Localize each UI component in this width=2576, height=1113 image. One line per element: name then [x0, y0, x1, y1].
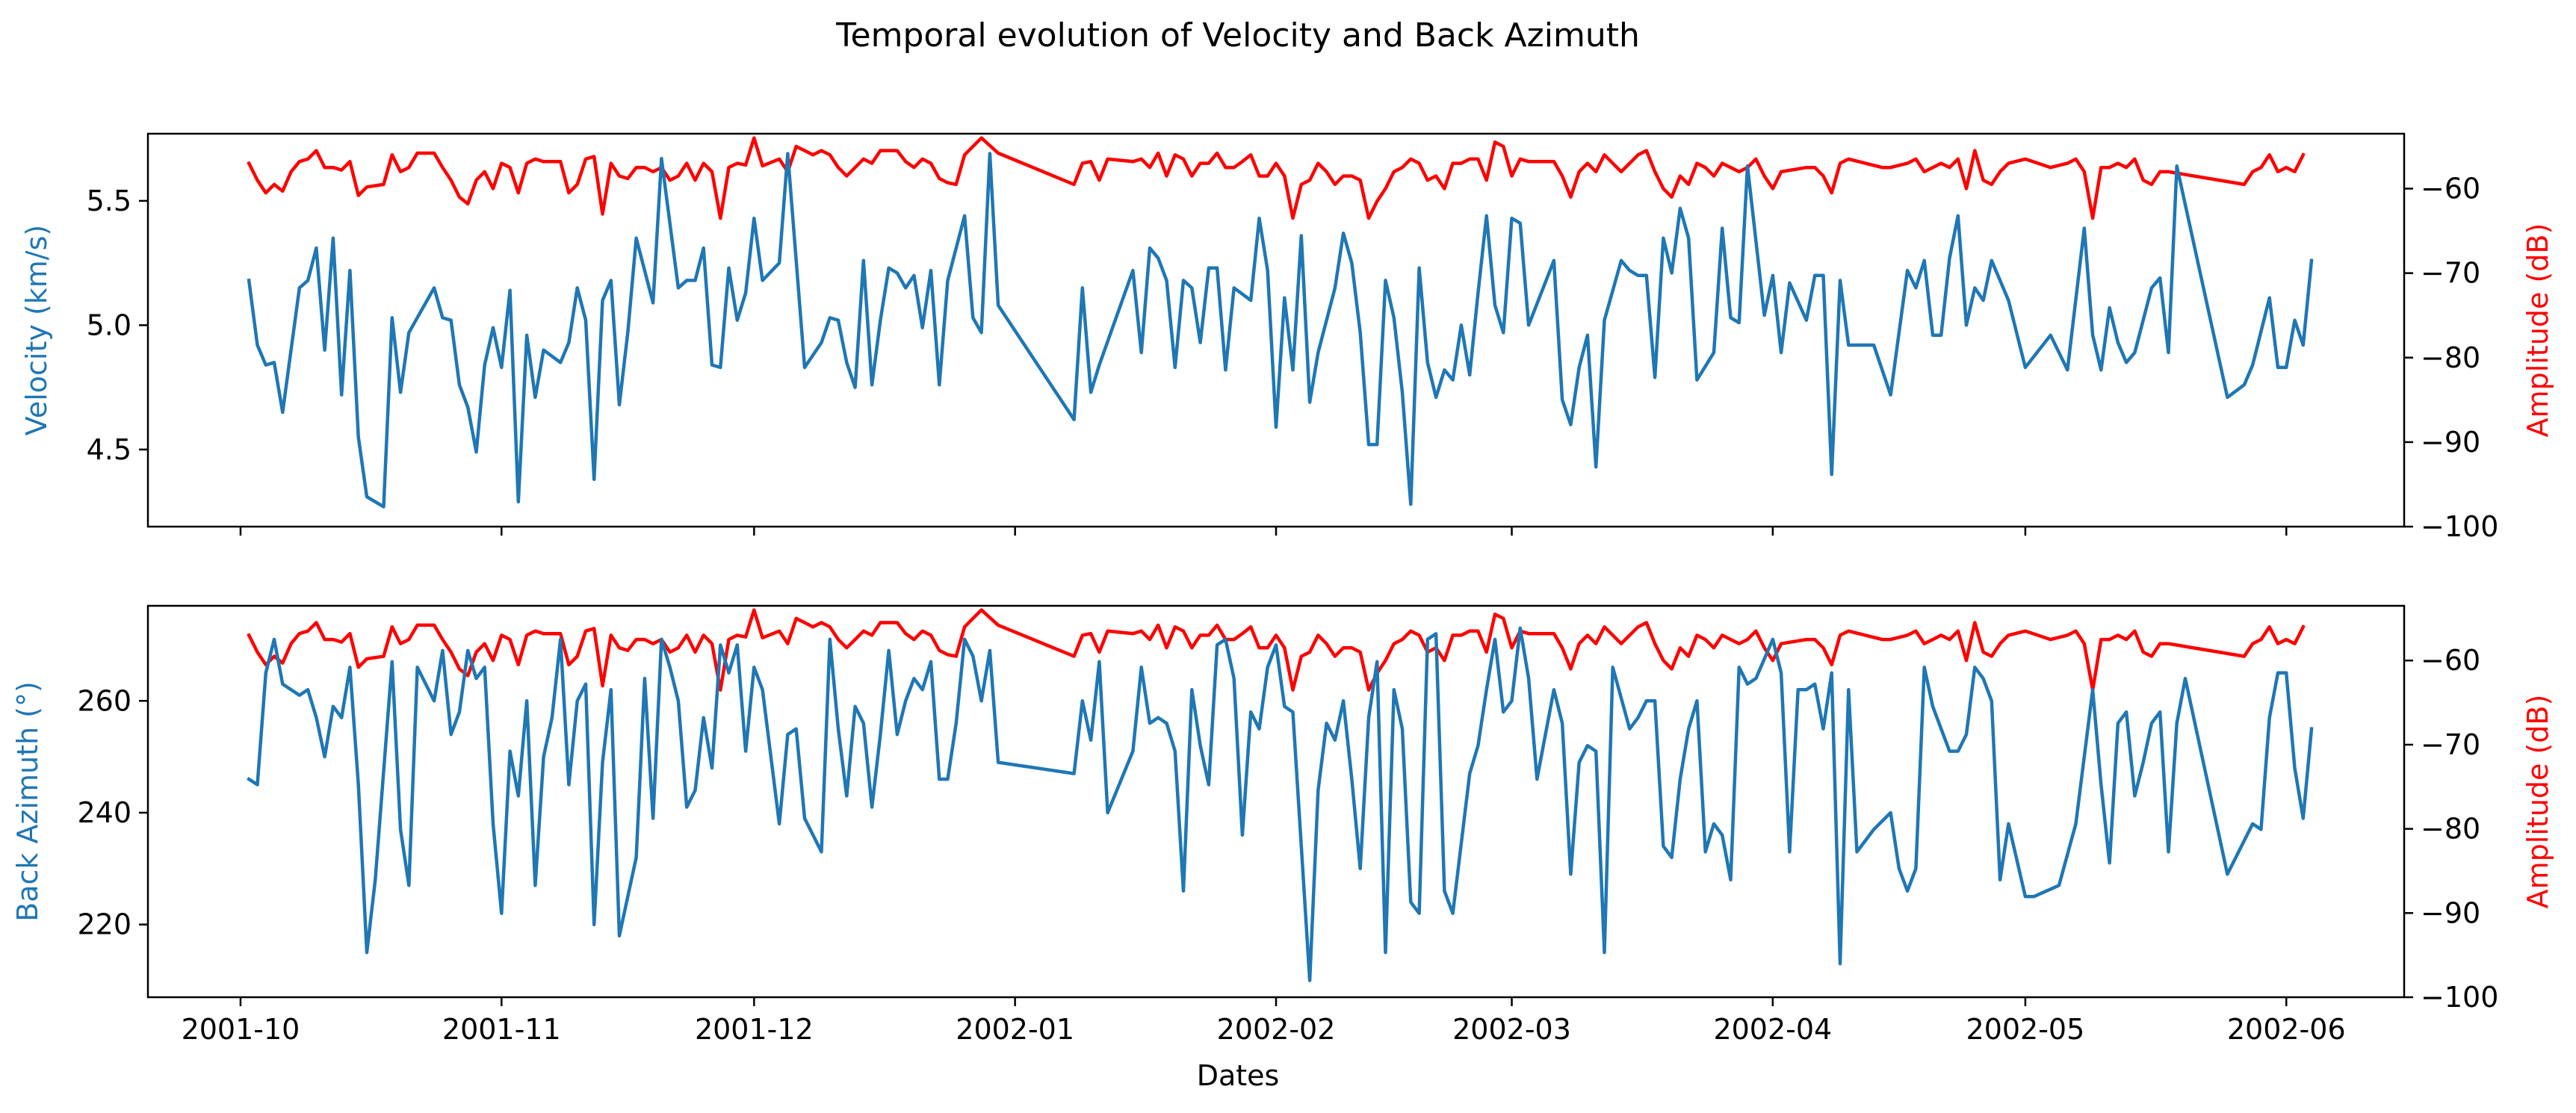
amplitude-series-line: [247, 136, 2306, 220]
y2-tick-label: −70: [2421, 257, 2480, 290]
plot-frame: [146, 132, 2406, 528]
y2-axis-label: Amplitude (dB): [2521, 223, 2554, 438]
x-tick-label: 2002-02: [1217, 1013, 1336, 1046]
chart-title: Temporal evolution of Velocity and Back …: [835, 16, 1640, 55]
y2-tick-label: −90: [2421, 896, 2480, 929]
panels: 4.5 5.0 5.5 −100 −90 −80 −70 −60 Velocity (km/s)…: [11, 132, 2554, 1046]
x-tick-label: 2001-12: [695, 1013, 814, 1046]
amplitude-series-line: [247, 608, 2306, 692]
y2-tick-label: −60: [2421, 644, 2480, 677]
x-tick-label: 2002-06: [2227, 1013, 2346, 1046]
x-tick-label: 2002-05: [1966, 1013, 2085, 1046]
y2-tick-label: −70: [2421, 728, 2480, 761]
plot-frame: [146, 604, 2406, 999]
x-axis-label: Dates: [1197, 1059, 1280, 1092]
y2-tick-label: −100: [2421, 981, 2498, 1014]
y-tick-label: 5.5: [87, 185, 131, 217]
y2-tick-label: −60: [2421, 173, 2480, 205]
panel-2: 220 240 260 −100 −90 −80 −70 −60 2001-10 2001-11 2…: [11, 604, 2554, 1046]
x-tick-label: 2002-04: [1713, 1013, 1832, 1046]
y-axis-label: Velocity (km/s): [20, 225, 53, 435]
y-tick-label: 4.5: [87, 433, 131, 466]
x-tick-label: 2001-10: [182, 1013, 300, 1046]
y2-tick-label: −80: [2421, 341, 2480, 374]
y-tick-label: 240: [77, 796, 131, 829]
y-axis-label: Back Azimuth (°): [11, 681, 44, 922]
y-tick-label: 5.0: [87, 309, 131, 341]
primary-series-line: [247, 152, 2314, 509]
panel-1: 4.5 5.0 5.5 −100 −90 −80 −70 −60 Velocity (km/s)…: [20, 132, 2554, 543]
y2-axis-label: Amplitude (dB): [2521, 695, 2554, 909]
y-tick-label: 220: [77, 908, 131, 941]
primary-series-line: [247, 626, 2314, 982]
x-tick-label: 2002-03: [1452, 1013, 1571, 1046]
y-tick-label: 260: [77, 684, 131, 717]
y2-tick-label: −80: [2421, 813, 2480, 846]
y2-tick-label: −100: [2421, 510, 2498, 543]
x-tick-label: 2002-01: [956, 1013, 1074, 1046]
y2-tick-label: −90: [2421, 426, 2480, 459]
x-tick-label: 2001-11: [442, 1013, 561, 1046]
